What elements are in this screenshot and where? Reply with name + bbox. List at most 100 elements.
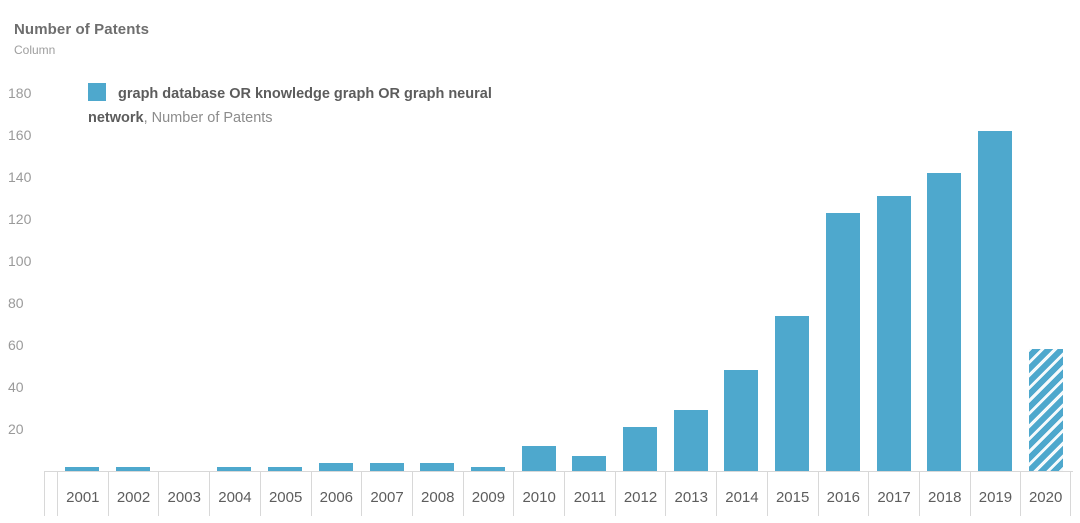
bar-slot bbox=[868, 60, 919, 471]
axis-left-stub bbox=[44, 472, 57, 516]
y-axis-tick-label: 140 bbox=[8, 169, 32, 185]
bar[interactable] bbox=[775, 315, 810, 471]
bar[interactable] bbox=[876, 195, 911, 471]
bar[interactable] bbox=[927, 172, 962, 471]
bar[interactable] bbox=[1028, 349, 1063, 471]
bar-slot bbox=[361, 60, 412, 471]
x-axis-category: 2015 bbox=[766, 472, 818, 516]
x-axis-category: 2003 bbox=[158, 472, 209, 516]
x-axis-category: 2010 bbox=[513, 472, 564, 516]
axis-baseline bbox=[44, 471, 1073, 472]
bar[interactable] bbox=[977, 130, 1012, 471]
bar-slot bbox=[513, 60, 564, 471]
y-axis: 20 40 60 80 100 120 140 160 180 bbox=[0, 0, 50, 490]
x-axis-tick-label: 2002 bbox=[116, 489, 151, 506]
bar-slot bbox=[716, 60, 767, 471]
x-axis-category: 2014 bbox=[716, 472, 767, 516]
y-axis-tick-label: 60 bbox=[8, 337, 24, 353]
bar-slot bbox=[209, 60, 260, 471]
bar-slot bbox=[463, 60, 514, 471]
bar-slot bbox=[665, 60, 716, 471]
x-axis-tick-label: 2007 bbox=[370, 489, 404, 506]
x-axis-tick-label: 2017 bbox=[877, 489, 911, 506]
x-axis-tick-label: 2016 bbox=[826, 489, 861, 506]
bar[interactable] bbox=[369, 462, 404, 471]
x-axis-tick-label: 2015 bbox=[775, 489, 810, 506]
bar[interactable] bbox=[673, 410, 708, 471]
x-axis-category: 2019 bbox=[969, 472, 1021, 516]
bar-series bbox=[57, 60, 1071, 471]
bar[interactable] bbox=[470, 466, 505, 471]
bar[interactable] bbox=[420, 462, 455, 471]
bar-slot bbox=[767, 60, 818, 471]
bar[interactable] bbox=[217, 466, 252, 471]
x-axis-category: 2020 bbox=[1020, 472, 1071, 516]
legend-series-term: graph database OR knowledge graph OR gra… bbox=[88, 86, 492, 126]
bar-slot bbox=[1020, 60, 1071, 471]
bar[interactable] bbox=[623, 426, 658, 471]
chart-subtitle: Column bbox=[14, 43, 56, 57]
x-axis-category: 2011 bbox=[564, 472, 615, 516]
y-axis-tick-label: 20 bbox=[8, 421, 24, 437]
x-axis-tick-label: 2008 bbox=[421, 489, 455, 506]
chart-header: Number of Patents Column bbox=[14, 21, 614, 57]
bar-slot bbox=[57, 60, 108, 471]
x-axis-tick-label: 2013 bbox=[674, 489, 708, 506]
y-axis-tick-label: 40 bbox=[8, 379, 24, 395]
x-axis-category: 2018 bbox=[918, 472, 970, 516]
x-axis-category: 2009 bbox=[462, 472, 514, 516]
x-axis-category: 2007 bbox=[361, 472, 412, 516]
x-axis-tick-label: 2004 bbox=[218, 489, 252, 506]
bar[interactable] bbox=[572, 456, 607, 471]
chart-legend: graph database OR knowledge graph OR gra… bbox=[88, 82, 508, 130]
page-title: Number of Patents bbox=[14, 21, 150, 38]
x-axis-tick-label: 2014 bbox=[725, 489, 759, 506]
legend-series-metric: , Number of Patents bbox=[143, 110, 273, 126]
y-axis-tick-label: 120 bbox=[8, 211, 32, 227]
bar[interactable] bbox=[521, 445, 556, 471]
bar-slot bbox=[108, 60, 159, 471]
x-axis-category: 2012 bbox=[614, 472, 666, 516]
bar-slot bbox=[260, 60, 311, 471]
y-axis-tick-label: 180 bbox=[8, 85, 32, 101]
x-axis-category: 2005 bbox=[259, 472, 311, 516]
x-axis-tick-label: 2005 bbox=[268, 489, 303, 506]
legend-item[interactable]: graph database OR knowledge graph OR gra… bbox=[88, 82, 508, 130]
bar-slot bbox=[412, 60, 463, 471]
x-axis-category: 2006 bbox=[310, 472, 362, 516]
y-axis-tick-label: 160 bbox=[8, 127, 32, 143]
x-axis-category: 2002 bbox=[107, 472, 159, 516]
bar-slot bbox=[919, 60, 970, 471]
bar-slot bbox=[158, 60, 209, 471]
x-axis-tick-label: 2003 bbox=[167, 489, 201, 506]
x-axis-category: 2017 bbox=[868, 472, 919, 516]
bar[interactable] bbox=[318, 462, 353, 471]
x-axis-category: 2013 bbox=[665, 472, 716, 516]
bar-slot bbox=[564, 60, 615, 471]
bar[interactable] bbox=[65, 466, 100, 471]
x-axis-tick-label: 2020 bbox=[1028, 489, 1063, 506]
bar[interactable] bbox=[116, 466, 151, 471]
bar[interactable] bbox=[268, 466, 303, 471]
x-axis-category: 2016 bbox=[817, 472, 869, 516]
x-axis-tick-label: 2011 bbox=[573, 489, 606, 506]
bar[interactable] bbox=[724, 370, 759, 471]
x-axis-tick-label: 2009 bbox=[471, 489, 506, 506]
x-axis: 2001 2002 2003 2004 2005 2006 2007 2008 2009 2010… bbox=[57, 472, 1071, 516]
bar-slot bbox=[311, 60, 362, 471]
bar[interactable] bbox=[825, 212, 860, 471]
y-axis-tick-label: 100 bbox=[8, 253, 32, 269]
bar-slot bbox=[818, 60, 869, 471]
x-axis-category: 2008 bbox=[411, 472, 463, 516]
y-axis-tick-label: 80 bbox=[8, 295, 24, 311]
bar-slot bbox=[615, 60, 666, 471]
x-axis-tick-label: 2019 bbox=[978, 489, 1013, 506]
x-axis-tick-label: 2012 bbox=[623, 489, 658, 506]
bar-slot bbox=[970, 60, 1021, 471]
x-axis-tick-label: 2001 bbox=[66, 489, 100, 506]
x-axis-tick-label: 2010 bbox=[522, 489, 556, 506]
x-axis-tick-label: 2018 bbox=[928, 489, 962, 506]
legend-color-swatch bbox=[88, 83, 106, 101]
